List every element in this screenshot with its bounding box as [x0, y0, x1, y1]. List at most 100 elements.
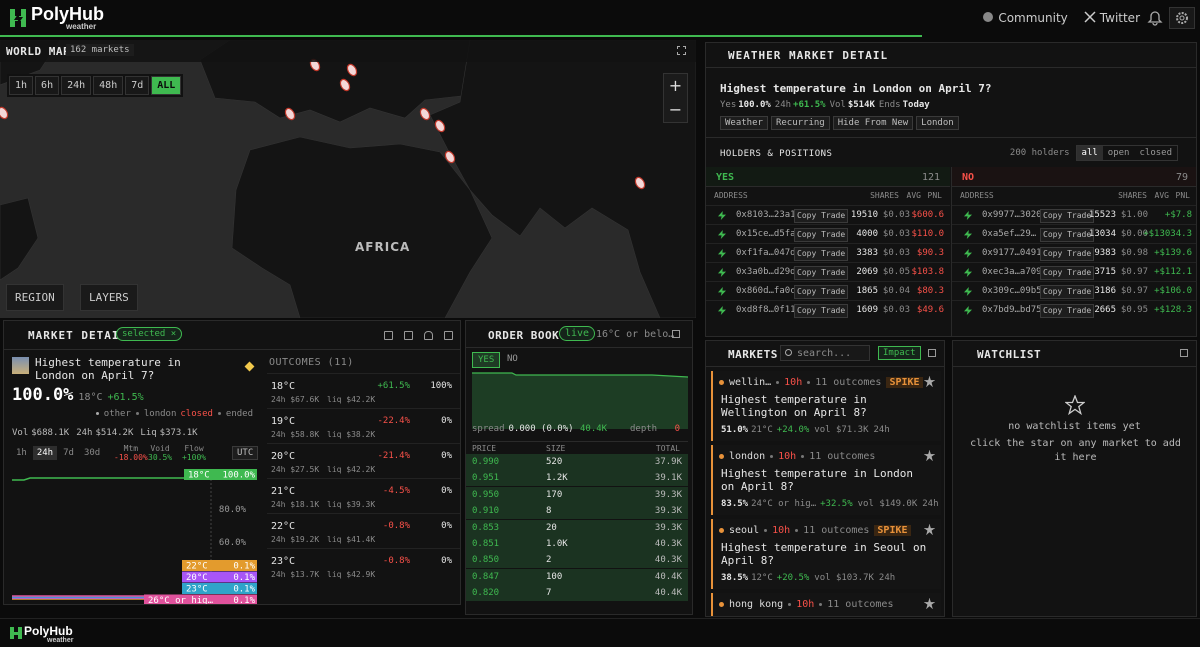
- star-icon[interactable]: [924, 524, 935, 535]
- status-state: closed: [180, 409, 213, 419]
- expand-icon[interactable]: [444, 331, 453, 340]
- sort-select[interactable]: Impact: [878, 346, 921, 360]
- expand-icon[interactable]: [928, 349, 936, 357]
- market-question: Highest temperature in Wellington on Apr…: [721, 393, 867, 419]
- spike-flag: SPIKE: [874, 525, 911, 536]
- side-tab[interactable]: YES: [472, 352, 501, 368]
- mute-icon[interactable]: [384, 331, 393, 340]
- price: 100.0%: [12, 385, 74, 405]
- address: 0x309c…09b5: [982, 286, 1042, 296]
- star-icon[interactable]: [924, 376, 935, 387]
- header-link[interactable]: Community: [982, 11, 1068, 25]
- header-link[interactable]: Twitter: [1084, 11, 1140, 25]
- sep-dot: [770, 454, 774, 458]
- market-card[interactable]: hong kong 10h 11 outcomes: [711, 593, 941, 616]
- total: 37.9K: [654, 457, 682, 467]
- address: 0x9177…0491: [982, 248, 1042, 258]
- series-line: [12, 477, 211, 481]
- copy-trade-button[interactable]: Copy Trade: [794, 228, 849, 242]
- size: 170: [546, 489, 563, 500]
- side-tab[interactable]: NO: [507, 354, 518, 364]
- map-control[interactable]: LAYERS: [80, 284, 138, 311]
- series-label-bg: [182, 583, 257, 594]
- copy-trade-button[interactable]: Copy Trade: [1040, 228, 1095, 242]
- range-button[interactable]: ALL: [151, 76, 182, 95]
- fullscreen-icon[interactable]: [677, 46, 686, 55]
- address: 0x3a0b…d29d: [736, 267, 796, 277]
- price: 0.951: [472, 473, 500, 484]
- filter-button[interactable]: open: [1107, 148, 1130, 158]
- copy-trade-button[interactable]: Copy Trade: [1040, 304, 1095, 318]
- column-label: AVG: [906, 191, 921, 200]
- search-box[interactable]: search...: [780, 345, 870, 361]
- range-button[interactable]: 48h: [93, 76, 124, 95]
- range-tab[interactable]: 24h: [32, 446, 58, 460]
- range-button[interactable]: 24h: [61, 76, 92, 95]
- copy-trade-button[interactable]: Copy Trade: [794, 247, 849, 261]
- tag: London: [916, 116, 959, 130]
- card-outcome: 12°C: [751, 573, 773, 583]
- series-label-bg: [182, 560, 257, 571]
- copy-trade-button[interactable]: Copy Trade: [1040, 266, 1095, 280]
- total: 40.3K: [654, 539, 682, 549]
- copy-trade-button[interactable]: Copy Trade: [1040, 285, 1095, 299]
- price: 0.853: [472, 522, 500, 533]
- tag: Hide From New: [832, 116, 914, 130]
- range-buttons: 1h 6h 24h 48h 7d ALL: [7, 74, 184, 97]
- series-value: 0.1%: [233, 562, 255, 572]
- sep-dot: [776, 380, 780, 384]
- volume-label: 24h: [76, 428, 93, 438]
- header-links: Community Twitter: [982, 11, 1140, 25]
- star-icon[interactable]: [404, 331, 413, 340]
- zoom-button[interactable]: −: [668, 100, 683, 119]
- icon-shape: [1084, 11, 1096, 23]
- zoom-button[interactable]: +: [668, 76, 683, 95]
- copy-trade-button[interactable]: Copy Trade: [1040, 209, 1095, 223]
- avg-price: $0.00: [1120, 229, 1148, 239]
- expand-icon[interactable]: [672, 330, 680, 338]
- copy-trade-button[interactable]: Copy Trade: [1040, 247, 1095, 261]
- status-city: london: [143, 409, 177, 419]
- shares: 13034: [1088, 229, 1116, 239]
- range-button[interactable]: 7d: [125, 76, 150, 95]
- range-button[interactable]: 6h: [35, 76, 60, 95]
- range-tab[interactable]: 7d: [63, 448, 74, 458]
- range-button[interactable]: 1h: [9, 76, 34, 95]
- range-tab[interactable]: 1h: [16, 448, 27, 458]
- map-control[interactable]: REGION: [6, 284, 64, 311]
- range-tab[interactable]: 30d: [83, 448, 101, 458]
- bolt-icon: [964, 249, 972, 258]
- gear-icon: [1176, 12, 1188, 24]
- filter-button[interactable]: all: [1076, 146, 1103, 160]
- series-label-bg: [184, 469, 257, 480]
- copy-trade-button[interactable]: Copy Trade: [794, 304, 849, 318]
- panel-divider: [706, 67, 1196, 68]
- market-card[interactable]: wellin… 10h 11 outcomes SPIKE Highest temper…: [711, 371, 941, 441]
- copy-trade-button[interactable]: Copy Trade: [794, 285, 849, 299]
- timezone-button[interactable]: UTC: [232, 446, 259, 460]
- market-count: 162 markets: [66, 44, 134, 56]
- bolt-icon: [964, 287, 972, 296]
- market-card[interactable]: seoul 10h 11 outcomes SPIKE Highest temperat…: [711, 519, 941, 589]
- expand-icon[interactable]: [1180, 349, 1188, 357]
- y-tick-label: 80.0%: [219, 505, 247, 515]
- holder-row: 0x7bd9…bd75 Copy Trade 2665 $0.95 +$128.3: [952, 300, 1196, 319]
- copy-trade-button[interactable]: Copy Trade: [794, 209, 849, 223]
- bell-icon[interactable]: [1147, 10, 1163, 26]
- outcome-count: 11 outcomes: [827, 599, 894, 610]
- market-card[interactable]: london 10h 11 outcomes Highest temperature …: [711, 445, 941, 515]
- settings-button[interactable]: [1169, 7, 1195, 29]
- bell-icon[interactable]: [424, 331, 433, 340]
- map-title-bar: [0, 40, 696, 62]
- star-icon[interactable]: [924, 450, 935, 461]
- outcome-name: 19°C: [271, 416, 296, 427]
- book-header: PRICE SIZE TOTAL: [472, 441, 688, 453]
- address: 0x9977…3020: [982, 210, 1042, 220]
- filter-button[interactable]: closed: [1139, 148, 1172, 158]
- book-row: 0.851 1.0K 40.3K: [466, 536, 688, 552]
- star-icon[interactable]: [924, 598, 935, 609]
- brand-sub: weather: [66, 22, 97, 31]
- time-left: 10h: [772, 525, 791, 536]
- copy-trade-button[interactable]: Copy Trade: [794, 266, 849, 280]
